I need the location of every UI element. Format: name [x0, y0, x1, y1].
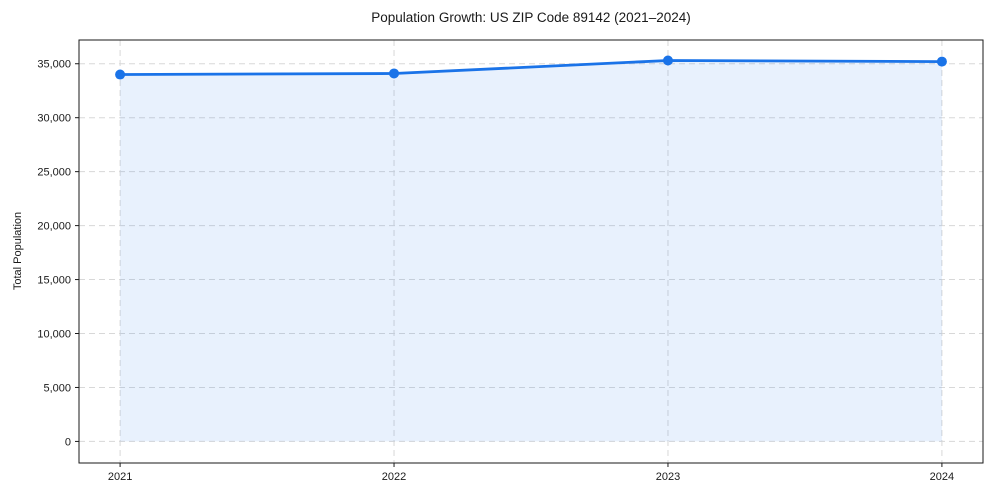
y-tick-label: 25,000 [37, 167, 71, 179]
data-line [118, 59, 944, 76]
data-point-marker [936, 56, 947, 67]
plot-border [78, 39, 984, 464]
y-tick-label: 35,000 [37, 59, 71, 71]
chart-title: Population Growth: US ZIP Code 89142 (20… [371, 10, 691, 25]
y-tick-label: 30,000 [37, 113, 71, 125]
y-tick-label: 10,000 [37, 329, 71, 341]
y-tick-label: 15,000 [37, 275, 71, 287]
y-tick-label: 20,000 [37, 221, 71, 233]
data-point-marker [389, 68, 400, 79]
y-tick-label: 5,000 [43, 382, 71, 394]
x-tick-label: 2022 [382, 471, 406, 483]
data-point-marker [662, 55, 673, 66]
x-tick-label: 2023 [656, 471, 680, 483]
x-tick-label: 2021 [108, 471, 132, 483]
x-tick-label: 2024 [930, 471, 954, 483]
y-tick-label: 0 [65, 436, 71, 448]
area-fill [120, 60, 942, 442]
data-point-marker [115, 69, 126, 80]
